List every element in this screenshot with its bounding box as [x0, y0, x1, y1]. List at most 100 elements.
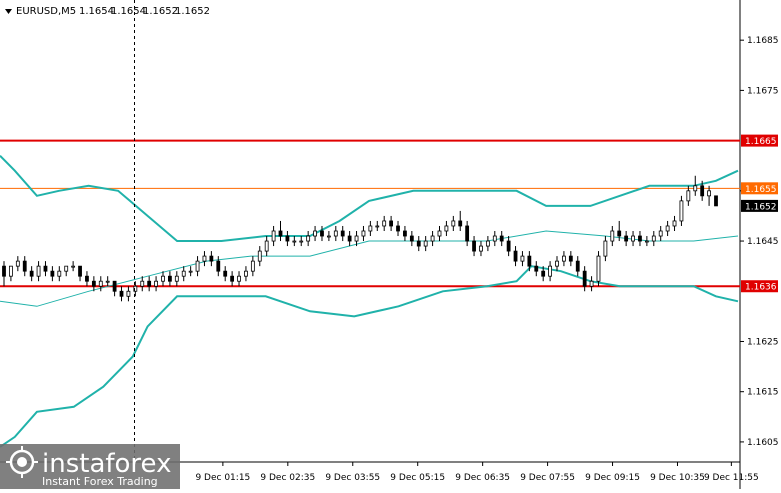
time-axis-ticks: 9 Dec 01:15 9 Dec 02:35 9 Dec 03:55 9 Dec 0… [195, 462, 759, 483]
candle-28 [195, 256, 200, 277]
candle-12 [85, 271, 89, 287]
candle-65 [451, 215, 456, 231]
x-tick-label-6: 9 Dec 09:15 [585, 473, 640, 483]
candle-50 [347, 231, 352, 247]
ohlc-high: 1.1654 [111, 6, 146, 17]
candlesticks [2, 175, 718, 302]
candle-56 [389, 215, 394, 231]
candle-5 [36, 261, 41, 282]
candle-84 [582, 266, 587, 292]
candle-3 [22, 256, 27, 277]
title-dropdown-icon[interactable] [5, 9, 12, 14]
candle-20 [140, 276, 145, 292]
candle-14 [98, 276, 103, 292]
candle-49 [340, 225, 345, 242]
candle-45 [313, 225, 317, 242]
candle-97 [672, 215, 677, 231]
x-tick-label-1: 9 Dec 02:35 [260, 473, 315, 483]
svg-text:1.1665: 1.1665 [745, 137, 777, 147]
x-tick-label-7: 9 Dec 10:35 [650, 473, 705, 483]
candle-46 [320, 225, 324, 242]
candle-31 [216, 256, 221, 277]
candle-61 [423, 236, 428, 252]
candle-89 [617, 220, 622, 242]
ohlc-close: 1.1652 [175, 6, 210, 17]
candle-10 [71, 261, 76, 272]
candle-52 [361, 225, 366, 242]
candle-64 [444, 220, 449, 237]
y-tick-label-4: 1.1625 [747, 337, 779, 347]
x-tick-label-4: 9 Dec 06:35 [455, 473, 510, 483]
candle-98 [679, 195, 684, 226]
candle-29 [202, 251, 207, 267]
svg-text:1.1655: 1.1655 [745, 185, 777, 195]
svg-text:1.1652: 1.1652 [745, 202, 777, 212]
candle-7 [50, 266, 55, 282]
candle-99 [686, 185, 691, 206]
candle-68 [472, 236, 476, 257]
candle-41 [285, 231, 290, 247]
candle-6 [43, 261, 48, 277]
candle-80 [555, 256, 559, 272]
price-tag-1: 1.1655 [741, 182, 778, 195]
bollinger-lower-band [0, 265, 739, 448]
y-tick-label-0: 1.1685 [747, 36, 779, 46]
svg-text:1.1636: 1.1636 [745, 283, 777, 293]
candle-24 [168, 271, 172, 287]
candle-76 [527, 251, 532, 272]
candle-77 [534, 261, 539, 277]
price-tag-3: 1.1652 [741, 199, 778, 212]
candle-78 [541, 266, 546, 282]
candle-38 [264, 236, 269, 257]
candle-35 [244, 266, 248, 282]
candle-54 [375, 220, 380, 231]
logo-brand-name: instaforex [42, 449, 171, 479]
candle-9 [64, 265, 69, 277]
candle-43 [299, 236, 304, 247]
candle-58 [403, 225, 407, 242]
candle-51 [354, 231, 359, 247]
candle-63 [437, 225, 442, 242]
chart-symbol-title: EURUSD,M5 [16, 6, 76, 17]
candle-85 [589, 276, 594, 292]
candle-32 [223, 266, 228, 282]
candle-34 [237, 271, 241, 287]
y-tick-label-1: 1.1675 [747, 86, 779, 96]
candle-86 [596, 251, 601, 287]
candle-15 [105, 276, 110, 287]
price-level-labels: 1.1665 1.1655 1.1636 1.1652 [741, 134, 778, 293]
candle-53 [368, 220, 373, 237]
candle-40 [278, 220, 283, 242]
candle-55 [382, 215, 387, 231]
candle-87 [603, 236, 608, 262]
candle-101 [700, 180, 705, 201]
candle-90 [624, 231, 629, 247]
instaforex-logo: instaforex Instant Forex Trading [0, 444, 180, 489]
ohlc-low: 1.1652 [143, 6, 178, 17]
candle-103 [714, 195, 718, 207]
candle-0 [2, 261, 6, 287]
candle-79 [548, 261, 552, 282]
candle-66 [458, 210, 463, 231]
candle-42 [292, 236, 297, 247]
candle-70 [485, 236, 490, 252]
candle-16 [112, 280, 117, 297]
candle-62 [430, 231, 435, 247]
y-tick-label-5: 1.1615 [747, 388, 779, 398]
candle-36 [250, 256, 255, 277]
candle-91 [631, 231, 635, 247]
candle-83 [575, 256, 580, 277]
candle-71 [492, 231, 497, 247]
candle-81 [562, 251, 566, 267]
candle-60 [416, 236, 421, 252]
candle-18 [126, 286, 131, 302]
x-tick-label-3: 9 Dec 05:15 [390, 473, 445, 483]
candle-17 [119, 286, 124, 302]
candle-69 [479, 241, 483, 257]
candle-11 [78, 265, 82, 282]
candle-67 [465, 220, 470, 247]
candle-30 [209, 251, 214, 267]
x-tick-label-8: 9 Dec 11:55 [704, 473, 759, 483]
candle-74 [513, 246, 518, 267]
